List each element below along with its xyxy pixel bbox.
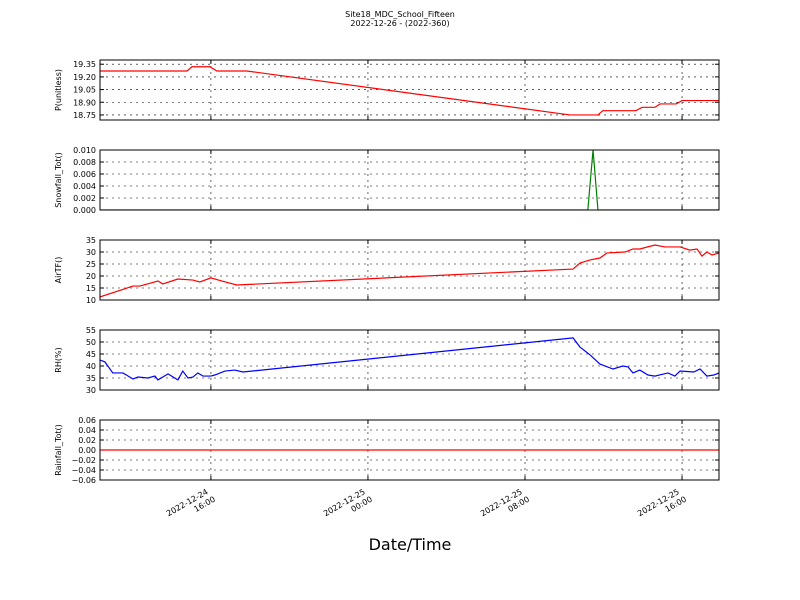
y-axis-label: Snowfall_Tot() (54, 152, 63, 208)
data-line (100, 244, 719, 298)
y-tick-label: 0.02 (78, 436, 96, 445)
x-tick-label: 2022-12-24 16:00 (165, 486, 217, 527)
y-tick-label: 18.75 (73, 111, 96, 120)
y-tick-label: 40 (86, 362, 96, 371)
y-tick-label: 19.35 (73, 60, 96, 69)
plot-frame (99, 329, 720, 391)
y-tick-label: 0.00 (78, 446, 96, 455)
y-tick-label: 0.010 (73, 146, 96, 155)
x-axis-label: Date/Time (369, 535, 452, 554)
x-tick-label: 2022-12-25 08:00 (479, 486, 531, 527)
y-axis-label: Rainfall_Tot() (54, 424, 63, 476)
y-tick-label: 0.000 (73, 206, 96, 215)
plot-frame (99, 419, 720, 481)
data-line (100, 150, 719, 210)
y-tick-label: 20 (86, 272, 96, 281)
y-axis-label: P(unitless) (54, 69, 63, 111)
y-axis-label: AirTF() (54, 257, 63, 284)
y-tick-label: 55 (86, 326, 96, 335)
plot-frame (99, 149, 720, 211)
plot-area (100, 66, 719, 116)
y-tick-label: 45 (86, 350, 96, 359)
y-tick-label: 30 (86, 248, 96, 257)
y-tick-label: 50 (86, 338, 96, 347)
y-tick-label: 25 (86, 260, 96, 269)
y-tick-label: 19.20 (73, 73, 96, 82)
data-line (100, 337, 719, 381)
chart-title: Site18_MDC_School_Fifteen (345, 10, 455, 19)
y-tick-label: 0.006 (73, 170, 96, 179)
y-tick-label: 10 (86, 296, 96, 305)
plot-area (100, 244, 719, 298)
x-tick-label: 2022-12-25 00:00 (322, 486, 374, 527)
plot-frame (99, 59, 720, 121)
y-tick-label: −0.06 (71, 476, 96, 485)
plot-area (100, 337, 719, 381)
y-tick-label: −0.04 (71, 466, 96, 475)
y-tick-label: 0.04 (78, 426, 96, 435)
y-tick-label: 0.004 (73, 182, 96, 191)
y-tick-label: 0.008 (73, 158, 96, 167)
data-line (100, 66, 719, 116)
y-tick-label: 19.05 (73, 86, 96, 95)
y-tick-label: 35 (86, 374, 96, 383)
y-tick-label: 15 (86, 284, 96, 293)
plot-area (100, 150, 719, 210)
chart-subtitle: 2022-12-26 - (2022-360) (350, 19, 449, 28)
x-tick-label: 2022-12-25 16:00 (636, 486, 688, 527)
y-tick-label: −0.02 (71, 456, 96, 465)
y-tick-label: 0.06 (78, 416, 96, 425)
y-tick-label: 18.90 (73, 98, 96, 107)
y-tick-label: 35 (86, 236, 96, 245)
y-tick-label: 0.002 (73, 194, 96, 203)
y-axis-label: RH(%) (54, 347, 63, 372)
y-tick-label: 30 (86, 386, 96, 395)
plot-frame (99, 239, 720, 301)
